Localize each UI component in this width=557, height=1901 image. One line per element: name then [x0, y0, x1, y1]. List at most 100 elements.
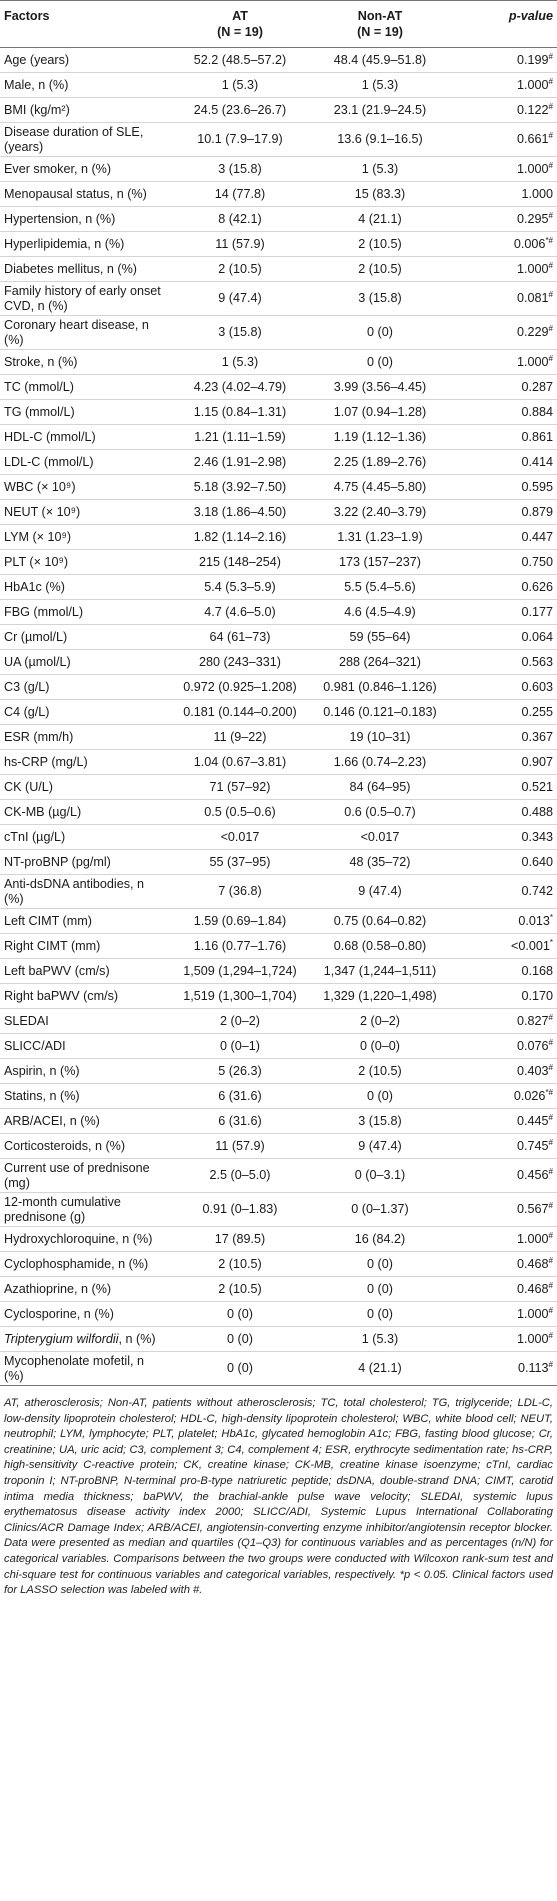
non-at-value-cell-text: 1,329 (1,220–1,498): [323, 988, 437, 1003]
significance-mark: *#: [545, 1087, 553, 1097]
factor-cell: Age (years): [0, 47, 170, 73]
p-value-cell-text: 0.742: [521, 884, 553, 898]
at-value-cell-text: 9 (47.4): [218, 291, 262, 305]
factor-cell: 12-month cumulative prednisone (g): [0, 1192, 170, 1227]
factor-cell: Corticosteroids, n (%): [0, 1133, 170, 1159]
factor-cell: C4 (g/L): [0, 699, 170, 725]
significance-mark: #: [548, 1255, 553, 1265]
at-value-cell: 3.18 (1.86–4.50): [170, 499, 310, 525]
at-value-cell: 0 (0): [170, 1351, 310, 1386]
factor-cell-text: SLEDAI: [4, 1013, 49, 1028]
factor-cell: cTnI (µg/L): [0, 824, 170, 850]
p-value-cell-text: 0.468: [517, 1256, 549, 1271]
p-value-cell: 1.000#: [450, 1301, 557, 1327]
significance-mark: *#: [545, 235, 553, 245]
significance-mark: #: [548, 1137, 553, 1147]
at-value-cell-text: 2 (10.5): [218, 1281, 262, 1296]
p-value-cell-text: 0.081: [517, 291, 549, 305]
at-value-cell: 1.59 (0.69–1.84): [170, 908, 310, 934]
at-value-cell-text: 3.18 (1.86–4.50): [193, 504, 287, 519]
factor-cell: Right baPWV (cm/s): [0, 983, 170, 1009]
non-at-value-cell: 4 (21.1): [310, 1351, 450, 1386]
significance-mark: #: [548, 76, 553, 86]
at-value-cell-text: 0 (0): [227, 1361, 253, 1375]
non-at-value-cell-text: 1 (5.3): [361, 77, 399, 92]
table-row: TG (mmol/L) 1.15 (0.84–1.31) 1.07 (0.94–1.…: [0, 399, 557, 425]
p-value-cell: 1.000#: [450, 256, 557, 282]
at-value-cell-text: 2 (0–2): [220, 1013, 260, 1028]
at-value-cell-text: 4.7 (4.6–5.0): [204, 604, 276, 619]
at-value-cell-text: 8 (42.1): [218, 211, 262, 226]
header-row: Factors AT (N = 19) Non-AT (N = 19) p-valu…: [0, 0, 557, 48]
factor-cell: Hydroxychloroquine, n (%): [0, 1226, 170, 1252]
p-value-cell-text: 0.879: [521, 504, 553, 519]
significance-mark: #: [548, 1330, 553, 1340]
table-row: Hydroxychloroquine, n (%) 17 (89.5) 16 (84…: [0, 1226, 557, 1252]
factor-cell-text: TC (mmol/L): [4, 379, 74, 394]
table-row: HbA1c (%) 5.4 (5.3–5.9) 5.5 (5.4–5.6) 0.626: [0, 574, 557, 600]
p-value-cell-text: 0.661: [517, 132, 549, 146]
non-at-value-cell-text: 1.66 (0.74–2.23): [333, 754, 427, 769]
table-row: Coronary heart disease, n (%) 3 (15.8) 0 (…: [0, 315, 557, 350]
factor-cell: HbA1c (%): [0, 574, 170, 600]
at-value-cell: 71 (57–92): [170, 774, 310, 800]
non-at-value-cell-text: 0 (0): [367, 1088, 393, 1103]
non-at-value-cell: 2 (10.5): [310, 1058, 450, 1084]
factor-cell: Ever smoker, n (%): [0, 156, 170, 182]
factor-cell-text: Mycophenolate mofetil, n (%): [4, 1353, 145, 1383]
p-value-cell-text: 0.468: [517, 1281, 549, 1296]
non-at-value-cell: 2 (0–2): [310, 1008, 450, 1034]
p-value-cell: 0.521: [450, 774, 557, 800]
at-value-cell: 0 (0): [170, 1326, 310, 1352]
factor-cell-text: Male, n (%): [4, 77, 69, 92]
header-p-value: p-value: [450, 0, 557, 48]
p-value-cell-text: 0.563: [521, 654, 553, 669]
p-value-cell-text: 0.447: [521, 529, 553, 544]
table-row: Statins, n (%) 6 (31.6) 0 (0) 0.026*#: [0, 1083, 557, 1109]
at-value-cell: 0 (0): [170, 1301, 310, 1327]
non-at-value-cell-text: 4.75 (4.45–5.80): [333, 479, 427, 494]
factor-cell-text: TG (mmol/L): [4, 404, 75, 419]
at-value-cell-text: 0 (0): [227, 1306, 253, 1321]
at-value-cell-text: 1.04 (0.67–3.81): [193, 754, 287, 769]
at-value-cell: 3 (15.8): [170, 315, 310, 350]
significance-mark: #: [548, 101, 553, 111]
p-value-cell-text: 0.064: [521, 629, 553, 644]
factor-cell-text: HbA1c (%): [4, 579, 65, 594]
at-value-cell-text: 3 (15.8): [218, 325, 262, 339]
factor-cell: SLEDAI: [0, 1008, 170, 1034]
p-value-cell-text: 0.229: [517, 325, 549, 339]
non-at-value-cell-text: 48 (35–72): [349, 854, 411, 869]
at-value-cell-text: 215 (148–254): [199, 554, 281, 569]
non-at-value-cell: 0 (0–0): [310, 1033, 450, 1059]
non-at-value-cell-text: 0.6 (0.5–0.7): [344, 804, 416, 819]
p-value-cell-text: 0.603: [521, 679, 553, 694]
p-value-cell: 0.076#: [450, 1033, 557, 1059]
factor-cell-text: C3 (g/L): [4, 679, 50, 694]
at-value-cell-text: 11 (57.9): [215, 236, 265, 251]
table-row: LDL-C (mmol/L) 2.46 (1.91–2.98) 2.25 (1.89…: [0, 449, 557, 475]
at-value-cell-text: 6 (31.6): [218, 1088, 262, 1103]
p-value-cell-text: 0.122: [517, 102, 549, 117]
at-value-cell: 1.21 (1.11–1.59): [170, 424, 310, 450]
p-value-cell: 0.567#: [450, 1192, 557, 1227]
table-row: Male, n (%) 1 (5.3) 1 (5.3) 1.000#: [0, 72, 557, 98]
p-value-cell: 0.006*#: [450, 231, 557, 257]
non-at-value-cell-text: 0.68 (0.58–0.80): [333, 938, 427, 953]
factor-cell: TG (mmol/L): [0, 399, 170, 425]
table-figure: Factors AT (N = 19) Non-AT (N = 19) p-valu…: [0, 0, 557, 1596]
factor-cell-text: Hypertension, n (%): [4, 211, 116, 226]
factor-cell: NT-proBNP (pg/ml): [0, 849, 170, 875]
p-value-cell: 0.563: [450, 649, 557, 675]
significance-mark: *: [549, 912, 553, 922]
at-value-cell: 9 (47.4): [170, 281, 310, 316]
non-at-value-cell: 19 (10–31): [310, 724, 450, 750]
significance-mark: #: [548, 51, 553, 61]
non-at-value-cell: 0 (0): [310, 1276, 450, 1302]
at-value-cell: 280 (243–331): [170, 649, 310, 675]
p-value-cell: 1.000: [450, 181, 557, 207]
at-value-cell-text: 1 (5.3): [221, 77, 259, 92]
non-at-value-cell: 4 (21.1): [310, 206, 450, 232]
at-value-cell-text: 2 (10.5): [218, 261, 262, 276]
p-value-cell: 0.447: [450, 524, 557, 550]
